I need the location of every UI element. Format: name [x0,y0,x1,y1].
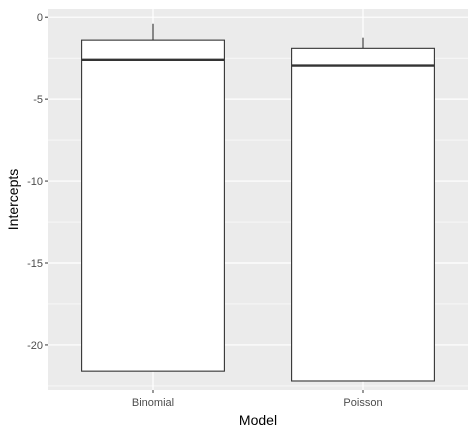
box-series [81,23,435,382]
x-axis-title: Model [239,412,277,428]
x-tick-label: Poisson [343,397,382,409]
box-body [81,39,225,372]
box-poisson [291,37,435,382]
box-binomial [81,23,225,372]
x-tick-label: Binomial [132,397,174,409]
y-tick-label: -20 [27,340,43,352]
y-tick-label: -5 [33,94,43,106]
y-tick-label: -15 [27,258,43,270]
y-axis-title: Intercepts [5,169,21,230]
x-axis-ticks: Binomial Poisson [132,390,383,409]
box-body [291,47,435,382]
y-tick-label: 0 [37,12,43,24]
y-tick-label: -10 [27,176,43,188]
y-axis-ticks: 0 -5 -10 -15 -20 [27,12,48,352]
